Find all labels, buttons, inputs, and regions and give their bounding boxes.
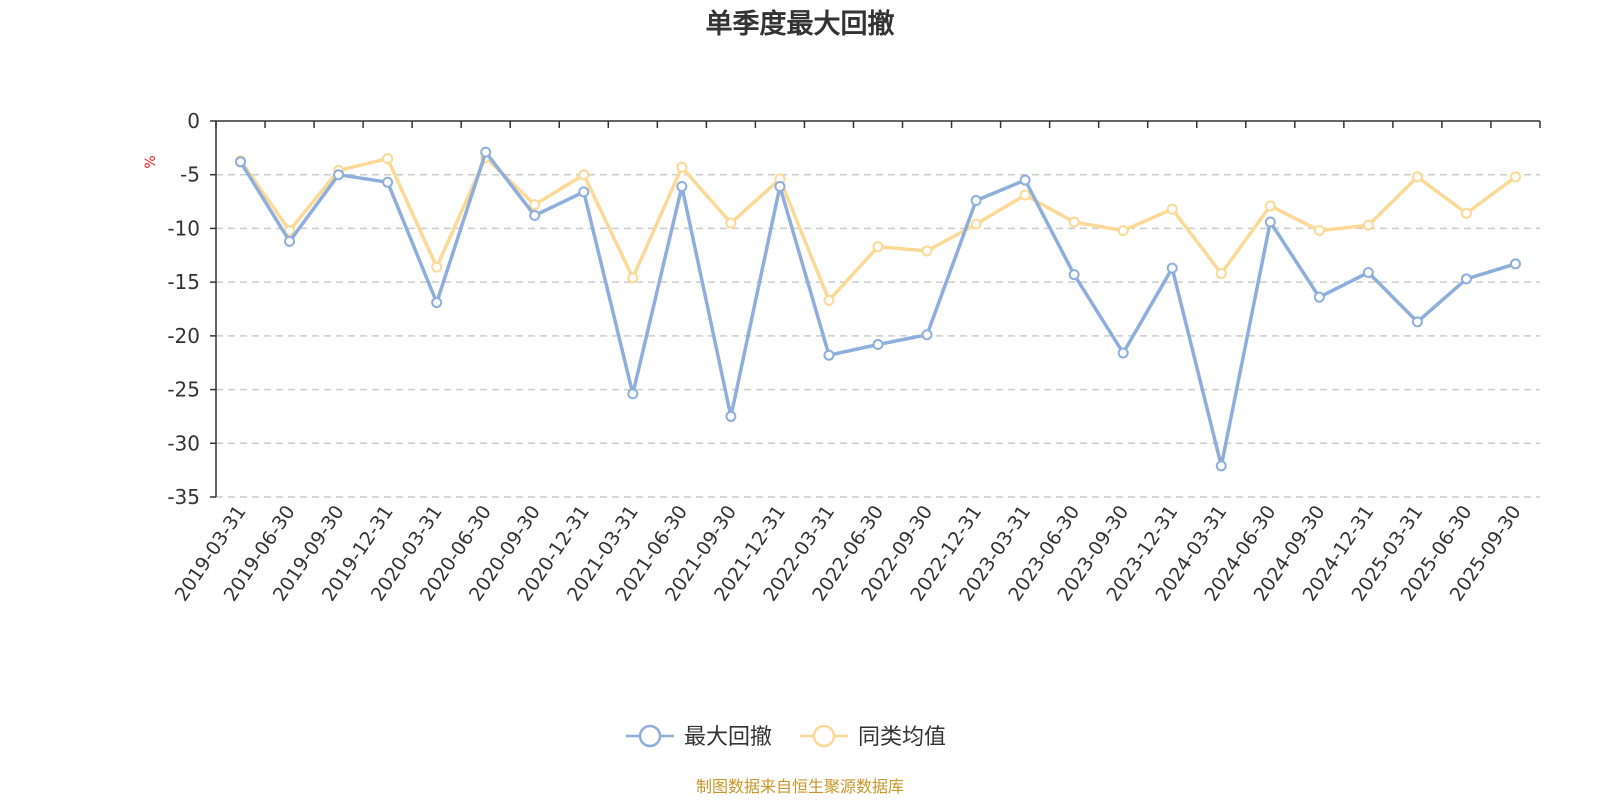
legend-marker-icon [812, 724, 836, 748]
y-tick-label: -15 [167, 270, 200, 294]
data-point[interactable] [1460, 273, 1472, 285]
data-point[interactable] [284, 225, 296, 237]
data-point[interactable] [1019, 174, 1031, 186]
data-point[interactable] [872, 338, 884, 350]
data-point[interactable] [1411, 316, 1423, 328]
data-point[interactable] [1117, 225, 1129, 237]
data-point[interactable] [382, 176, 394, 188]
data-point[interactable] [1509, 171, 1521, 183]
data-point[interactable] [1166, 262, 1178, 274]
y-tick-label: -20 [167, 324, 200, 348]
data-point[interactable] [235, 156, 247, 168]
data-point[interactable] [1068, 216, 1080, 228]
data-point[interactable] [921, 245, 933, 257]
data-point[interactable] [431, 297, 443, 309]
data-point[interactable] [872, 241, 884, 253]
y-tick-label: -25 [167, 378, 200, 402]
y-tick-label: 0 [187, 109, 200, 133]
data-point[interactable] [774, 181, 786, 193]
data-point[interactable] [676, 181, 688, 193]
data-point[interactable] [529, 210, 541, 222]
data-point[interactable] [921, 329, 933, 341]
data-point[interactable] [578, 169, 590, 181]
data-point[interactable] [1362, 219, 1374, 231]
y-tick-label: -10 [167, 216, 200, 240]
data-point[interactable] [970, 218, 982, 230]
legend-item-0[interactable]: 最大回撤 [626, 724, 772, 750]
data-point[interactable] [1166, 203, 1178, 215]
y-axis-unit: % [143, 155, 159, 168]
data-point[interactable] [1117, 347, 1129, 359]
data-point[interactable] [578, 186, 590, 198]
data-point[interactable] [1264, 200, 1276, 212]
grid-lines [216, 173, 1540, 498]
data-point[interactable] [1215, 268, 1227, 280]
chart-title: 单季度最大回撤 [706, 8, 895, 40]
series-line-0 [239, 150, 1517, 468]
data-point[interactable] [1215, 460, 1227, 472]
data-point[interactable] [431, 261, 443, 273]
axes: 0-5-10-15-20-25-30-352019-03-312019-06-3… [167, 109, 1541, 605]
y-tick-label: -35 [167, 485, 200, 509]
legend-marker-icon [638, 724, 662, 748]
data-point[interactable] [627, 272, 639, 284]
series-layer [235, 146, 1521, 472]
legend-item-1[interactable]: 同类均值 [800, 724, 946, 750]
y-tick-label: -5 [180, 163, 200, 187]
data-point[interactable] [823, 294, 835, 306]
data-point[interactable] [1460, 207, 1472, 219]
data-point[interactable] [333, 169, 345, 181]
y-tick-label: -30 [167, 431, 200, 455]
data-point[interactable] [1019, 189, 1031, 201]
data-point[interactable] [284, 235, 296, 247]
data-point[interactable] [1068, 269, 1080, 281]
data-point[interactable] [1313, 291, 1325, 303]
data-point[interactable] [970, 194, 982, 206]
data-point[interactable] [480, 146, 492, 158]
data-point[interactable] [1362, 266, 1374, 278]
legend-label: 同类均值 [858, 725, 946, 750]
data-point[interactable] [627, 388, 639, 400]
data-source-note: 制图数据来自恒生聚源数据库 [696, 777, 904, 796]
data-point[interactable] [382, 153, 394, 165]
data-point[interactable] [676, 161, 688, 173]
data-point[interactable] [1313, 225, 1325, 237]
data-point[interactable] [823, 349, 835, 361]
data-point[interactable] [725, 217, 737, 229]
legend-label: 最大回撤 [684, 725, 772, 750]
data-point[interactable] [529, 199, 541, 211]
data-point[interactable] [725, 410, 737, 422]
data-point[interactable] [1411, 171, 1423, 183]
legend[interactable]: 最大回撤 同类均值 [626, 724, 946, 750]
data-point[interactable] [1509, 258, 1521, 270]
data-point[interactable] [1264, 216, 1276, 228]
